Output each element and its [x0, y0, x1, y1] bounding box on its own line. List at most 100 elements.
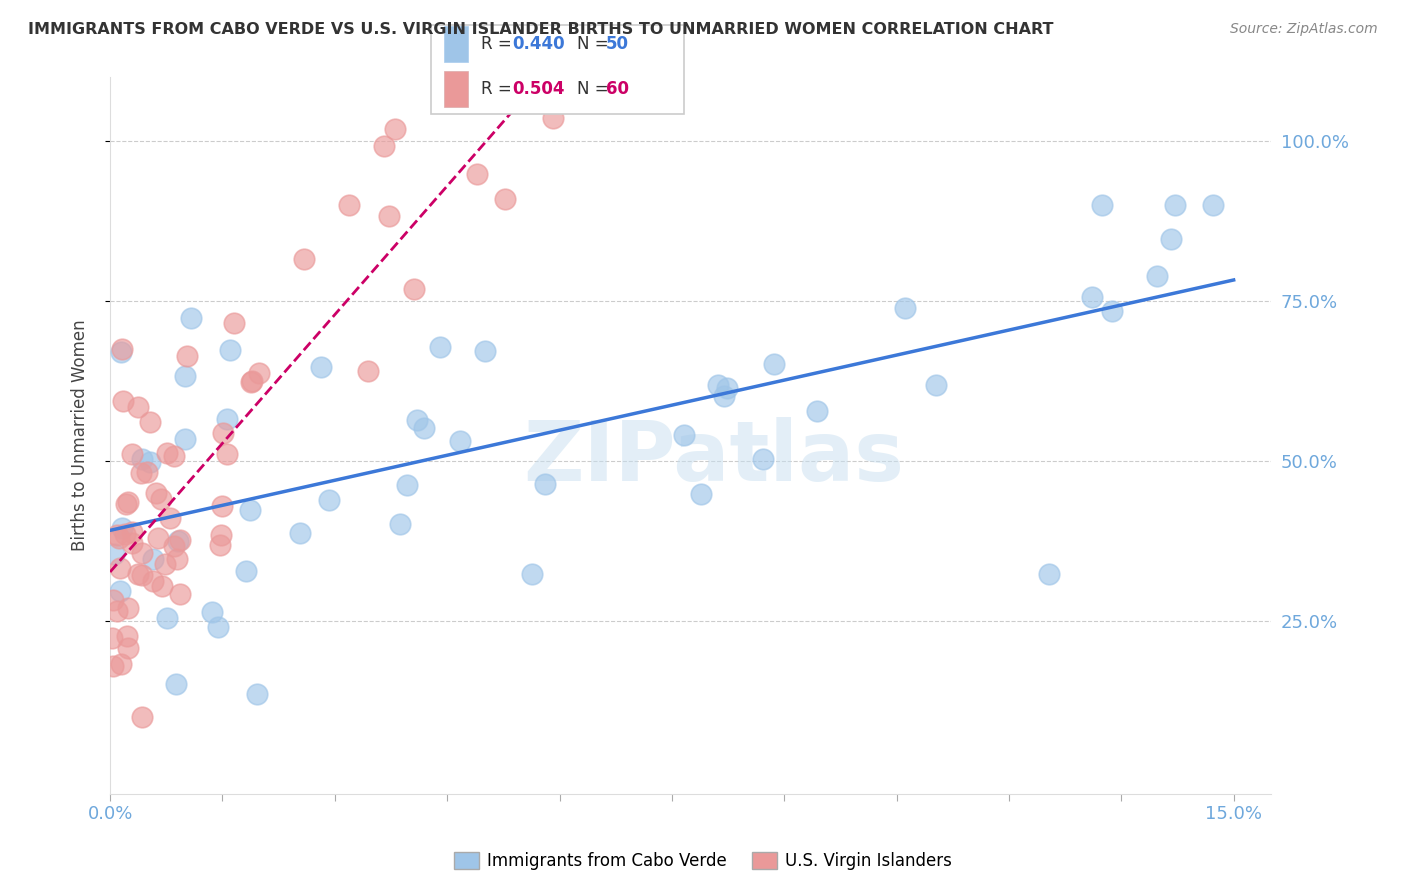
Point	[166, 533, 188, 548]
Point	[176, 350, 198, 364]
Text: N =: N =	[576, 35, 614, 53]
Point	[215, 447, 238, 461]
Point	[449, 434, 471, 448]
Point	[148, 531, 170, 545]
Point	[110, 657, 132, 672]
Point	[153, 557, 176, 571]
Point	[149, 492, 172, 507]
Point	[522, 566, 544, 581]
Point	[145, 486, 167, 500]
Point	[378, 209, 401, 223]
Point	[142, 574, 165, 588]
Point	[239, 503, 262, 517]
Point	[127, 567, 149, 582]
Point	[222, 316, 245, 330]
Point	[763, 357, 786, 371]
Legend: Immigrants from Cabo Verde, U.S. Virgin Islanders: Immigrants from Cabo Verde, U.S. Virgin …	[447, 845, 959, 877]
Point	[1146, 268, 1168, 283]
Text: 0.504: 0.504	[512, 79, 565, 98]
Point	[174, 432, 197, 446]
Point	[716, 381, 738, 395]
Point	[211, 499, 233, 513]
Point	[114, 527, 136, 541]
Text: N =: N =	[576, 79, 614, 98]
Text: 50: 50	[606, 35, 628, 53]
Point	[1091, 198, 1114, 212]
Point	[474, 344, 496, 359]
Point	[103, 547, 125, 561]
Text: ZIPatlas: ZIPatlas	[523, 417, 904, 498]
Point	[288, 525, 311, 540]
Point	[925, 378, 948, 392]
Point	[672, 427, 695, 442]
Point	[117, 494, 139, 508]
Point	[405, 413, 427, 427]
Point	[111, 342, 134, 356]
Point	[156, 446, 179, 460]
Point	[494, 193, 516, 207]
Text: Source: ZipAtlas.com: Source: ZipAtlas.com	[1230, 22, 1378, 37]
Point	[139, 415, 162, 429]
Point	[101, 658, 124, 673]
Point	[201, 605, 224, 619]
Point	[806, 403, 828, 417]
Point	[208, 538, 231, 552]
Point	[247, 366, 270, 380]
Point	[413, 420, 436, 434]
Point	[131, 710, 153, 724]
Point	[357, 364, 380, 378]
FancyBboxPatch shape	[444, 71, 468, 107]
Point	[309, 360, 332, 375]
Point	[395, 478, 418, 492]
Point	[136, 465, 159, 479]
Point	[1101, 304, 1123, 318]
Text: IMMIGRANTS FROM CABO VERDE VS U.S. VIRGIN ISLANDER BIRTHS TO UNMARRIED WOMEN COR: IMMIGRANTS FROM CABO VERDE VS U.S. VIRGI…	[28, 22, 1053, 37]
Point	[101, 631, 124, 645]
Point	[429, 340, 451, 354]
Point	[389, 517, 412, 532]
Point	[127, 400, 149, 414]
Point	[108, 583, 131, 598]
Point	[115, 497, 138, 511]
Point	[245, 687, 267, 701]
Point	[110, 345, 132, 359]
Point	[131, 568, 153, 582]
Point	[115, 629, 138, 643]
Point	[131, 546, 153, 560]
Point	[131, 451, 153, 466]
Point	[212, 425, 235, 440]
Point	[541, 111, 564, 125]
Point	[121, 536, 143, 550]
Point	[150, 579, 173, 593]
Point	[240, 375, 263, 389]
Point	[318, 493, 340, 508]
Point	[707, 378, 730, 392]
Point	[108, 561, 131, 575]
Point	[110, 520, 132, 534]
Point	[105, 604, 128, 618]
Text: 0.440: 0.440	[512, 35, 565, 53]
Point	[215, 412, 238, 426]
Text: R =: R =	[481, 79, 517, 98]
Point	[240, 374, 263, 388]
Point	[117, 641, 139, 656]
Point	[169, 533, 191, 548]
Point	[166, 551, 188, 566]
Text: R =: R =	[481, 35, 517, 53]
Point	[1201, 198, 1223, 212]
Point	[337, 197, 360, 211]
Point	[689, 486, 711, 500]
Point	[165, 677, 187, 691]
Point	[207, 620, 229, 634]
Point	[121, 447, 143, 461]
Point	[180, 311, 202, 326]
Point	[235, 564, 257, 578]
Point	[1160, 231, 1182, 245]
Point	[139, 455, 162, 469]
Y-axis label: Births to Unmarried Women: Births to Unmarried Women	[72, 319, 89, 551]
Point	[402, 282, 425, 296]
Point	[169, 587, 191, 601]
Point	[174, 369, 197, 384]
FancyBboxPatch shape	[432, 25, 683, 114]
FancyBboxPatch shape	[444, 26, 468, 62]
